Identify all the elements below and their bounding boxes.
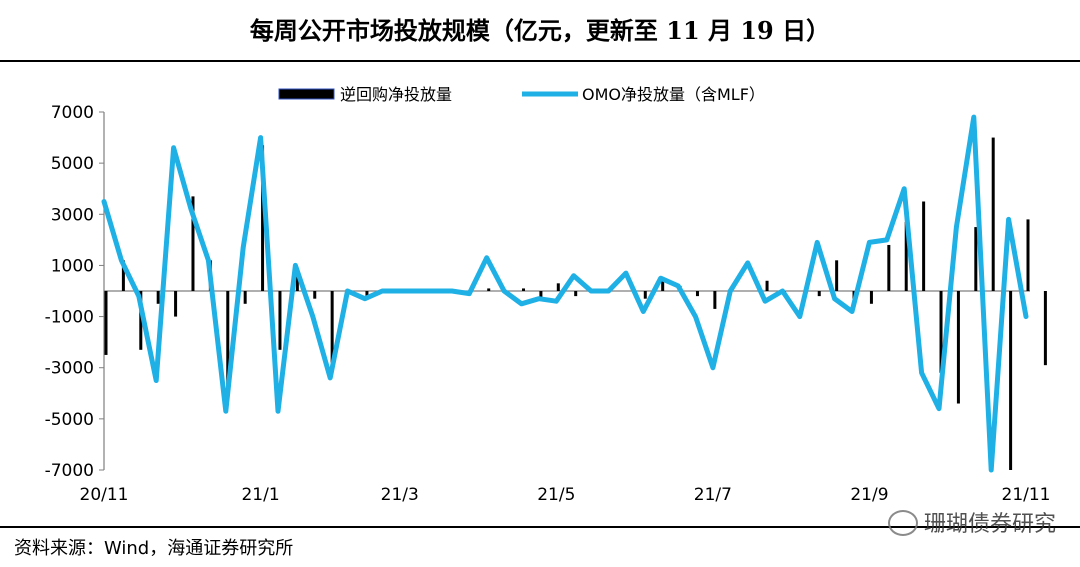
bar <box>226 291 230 386</box>
bar <box>365 291 369 297</box>
bar <box>1043 291 1047 366</box>
bar <box>556 283 560 291</box>
bar <box>156 291 160 304</box>
bar <box>765 280 769 291</box>
y-tick-label: 1000 <box>51 256 94 276</box>
bar <box>887 244 891 291</box>
bar <box>243 291 247 304</box>
bar <box>643 291 647 299</box>
legend-bar-swatch <box>278 88 335 100</box>
y-tick-label: -1000 <box>45 308 94 328</box>
x-tick-label: 21/11 <box>1002 485 1051 505</box>
source-divider <box>0 526 1080 528</box>
x-tick-label: 21/9 <box>850 485 888 505</box>
bar <box>191 196 195 291</box>
bar <box>1026 219 1030 291</box>
bar <box>487 288 491 291</box>
legend-line-label: OMO净投放量（含MLF） <box>582 85 765 104</box>
title-divider <box>0 60 1080 62</box>
bar <box>835 260 839 291</box>
x-tick-label: 21/5 <box>537 485 575 505</box>
bar <box>661 278 665 291</box>
y-tick-label: 5000 <box>51 154 94 174</box>
bar <box>330 291 334 363</box>
bar <box>139 291 143 350</box>
bar <box>261 145 265 291</box>
bar <box>695 291 699 297</box>
watermark-label: 珊瑚债券研究 <box>923 512 1056 537</box>
omo-line <box>101 114 1029 473</box>
bar <box>313 291 317 299</box>
bar <box>869 291 873 304</box>
y-tick-label: -7000 <box>45 461 94 481</box>
y-tick-label: 3000 <box>51 205 94 225</box>
bar <box>522 288 526 291</box>
bar <box>1009 291 1013 470</box>
x-tick-label: 21/7 <box>694 485 732 505</box>
bar <box>539 291 543 299</box>
bar <box>278 291 282 350</box>
y-tick-label: -3000 <box>45 359 94 379</box>
bar <box>121 260 125 291</box>
bar <box>713 291 717 309</box>
bar <box>174 291 178 317</box>
bar <box>904 221 908 291</box>
y-tick-label: -5000 <box>45 410 94 430</box>
chart-title: 每周公开市场投放规模（亿元，更新至 11 月 19 日） <box>249 16 831 45</box>
chart-area: 7000 5000 3000 1000 -1000 -3000 -5000 -7000 20/1… <box>45 85 1051 505</box>
source-note: 资料来源：Wind，海通证券研究所 <box>14 538 294 559</box>
bar <box>974 227 978 291</box>
y-tick-label: 7000 <box>51 103 94 123</box>
bar <box>939 291 943 373</box>
wechat-icon <box>887 510 918 536</box>
x-tick-label: 21/1 <box>241 485 279 505</box>
bar <box>104 291 108 355</box>
x-tick-label: 20/11 <box>80 485 129 505</box>
bar <box>817 291 821 297</box>
watermark: 珊瑚债券研究 <box>887 506 1056 538</box>
bar <box>922 201 926 291</box>
bar <box>991 137 995 291</box>
bar <box>956 291 960 404</box>
x-tick-label: 21/3 <box>381 485 419 505</box>
bar <box>295 270 299 291</box>
legend-bar-label: 逆回购净投放量 <box>340 85 452 104</box>
bar <box>574 291 578 297</box>
